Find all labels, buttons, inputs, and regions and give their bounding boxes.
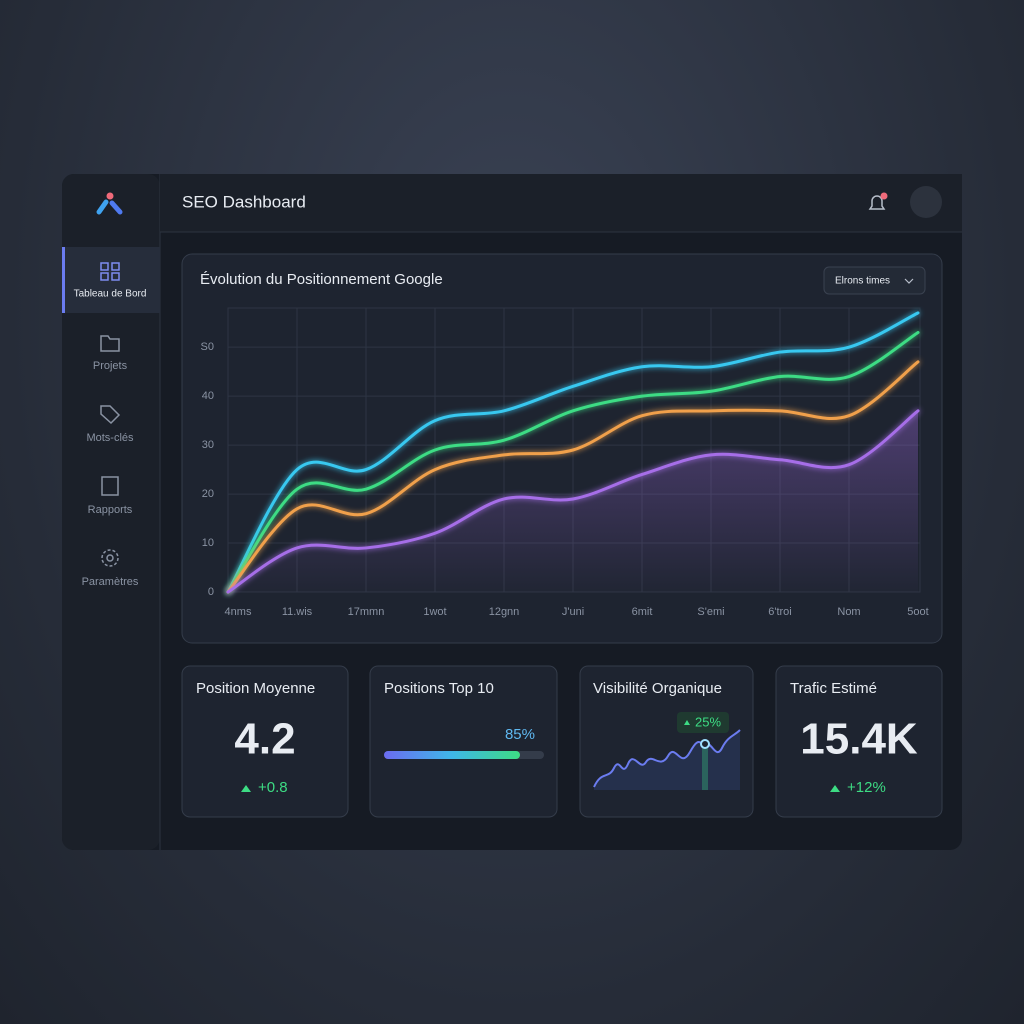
- badge-label: 25%: [695, 714, 721, 729]
- dropdown-label: Elrons times: [835, 276, 890, 287]
- dropdown[interactable]: Elrons times: [823, 266, 926, 295]
- nav-item[interactable]: Projets: [93, 335, 128, 372]
- metric-card: [579, 665, 754, 818]
- nav-active-bg: [62, 247, 160, 313]
- nav-item[interactable]: Mots-clés: [86, 405, 134, 444]
- card-title: Visibilité Organique: [593, 680, 722, 697]
- up-arrow: [241, 785, 251, 792]
- plot: 4nms 11.wis 17mmn 1wot 12gnn J'uni 6mit S'emi 6'…: [201, 307, 929, 618]
- card-title: Position Moyenne: [196, 680, 315, 697]
- sparkline: [593, 729, 741, 788]
- metric-card: [369, 665, 558, 818]
- nav-item[interactable]: Paramètres: [82, 549, 139, 588]
- x-tick-label: 17mmn: [348, 606, 385, 618]
- card-title: Trafic Estimé: [790, 680, 877, 697]
- up-arrow: [830, 785, 840, 792]
- card-change: +0.8: [258, 779, 288, 796]
- series-line: [226, 311, 920, 594]
- x-tick-label: 12gnn: [489, 606, 520, 618]
- progress-bar: [384, 751, 520, 759]
- series-line: [226, 330, 920, 594]
- progress-label: 85%: [505, 726, 535, 743]
- nav-label: Tableau de Bord: [74, 289, 147, 300]
- y-tick-label: 20: [202, 488, 214, 500]
- card-title: Positions Top 10: [384, 680, 494, 697]
- nav-item[interactable]: Rapports: [88, 476, 133, 516]
- x-tick-label: 6'troi: [768, 606, 792, 618]
- y-tick-label: S0: [201, 341, 214, 353]
- card-change: +12%: [847, 779, 886, 796]
- x-tick-label: Nom: [837, 606, 860, 618]
- series-line: [226, 360, 920, 594]
- notification-bell[interactable]: [868, 192, 888, 210]
- nav-label: Projets: [93, 360, 128, 372]
- avatar[interactable]: [910, 186, 942, 218]
- logo: [96, 192, 123, 215]
- nav-label: Mots-clés: [86, 432, 134, 444]
- x-tick-label: 1wot: [423, 606, 446, 618]
- header-title: SEO Dashboard: [182, 192, 306, 211]
- card-value: 15.4K: [800, 715, 918, 764]
- metric-card: [181, 665, 349, 818]
- x-tick-label: J'uni: [562, 606, 584, 618]
- up-arrow: [684, 720, 690, 725]
- card-value: 4.2: [234, 715, 295, 764]
- x-tick-label: 4nms: [225, 606, 252, 618]
- sparkline-point: [700, 739, 710, 749]
- nav-label: Rapports: [88, 504, 133, 516]
- y-tick-label: 10: [202, 537, 214, 549]
- y-tick-label: 40: [202, 390, 214, 402]
- badge-bg: [677, 712, 729, 733]
- x-tick-label: S'emi: [697, 606, 724, 618]
- x-tick-label: 6mit: [632, 606, 653, 618]
- y-tick-label: 30: [202, 439, 214, 451]
- header-bar: [160, 174, 962, 232]
- y-tick-label: 0: [208, 586, 214, 598]
- series-line: [226, 409, 920, 594]
- x-tick-label: 5oot: [907, 606, 928, 618]
- x-tick-label: 11.wis: [282, 606, 313, 618]
- metric-card: [775, 665, 943, 818]
- nav-active-indicator: [62, 247, 65, 313]
- nav-label: Paramètres: [82, 576, 139, 588]
- chart-title: Évolution du Positionnement Google: [200, 271, 443, 288]
- nav-item[interactable]: Tableau de Bord: [74, 262, 147, 300]
- sidebar: [62, 174, 160, 850]
